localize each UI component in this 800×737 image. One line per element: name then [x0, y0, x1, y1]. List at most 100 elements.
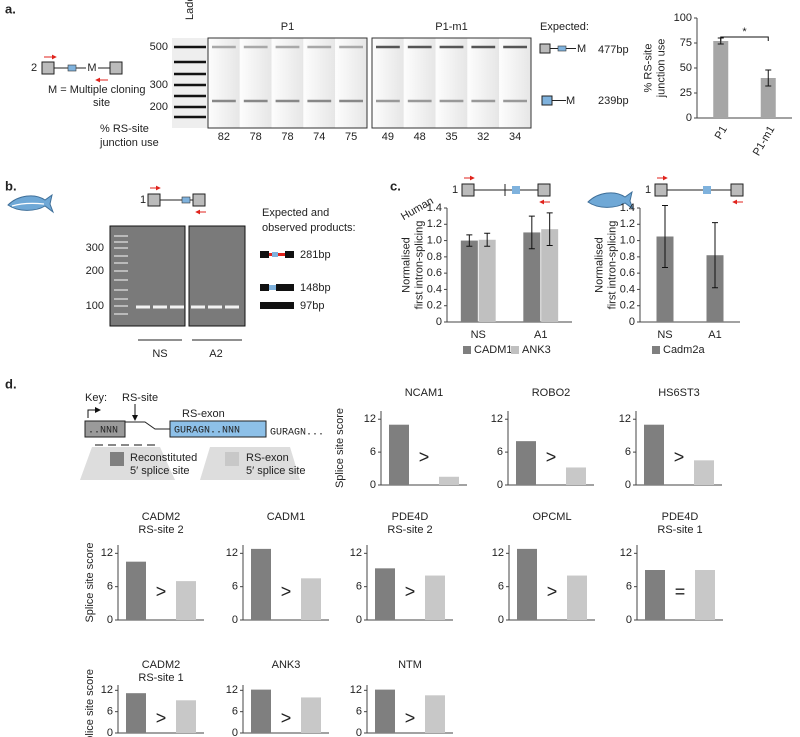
x-tick-label: P1-m1	[751, 124, 778, 158]
gel-lane	[239, 38, 272, 128]
ladder-label: Ladder	[184, 0, 196, 20]
product-m: M	[566, 95, 575, 107]
y-tick-label: 12	[226, 547, 238, 559]
junction-use-value: 49	[382, 131, 394, 143]
product-size: 239bp	[598, 95, 629, 107]
chart-title: RS-site 1	[657, 524, 702, 536]
gel-lane	[335, 38, 367, 128]
y-axis-label: Splice site score	[334, 408, 346, 488]
y-tick-label: 6	[107, 706, 113, 718]
ladder-size: 300	[150, 79, 168, 91]
y-tick-label: 0	[232, 727, 238, 737]
chart-title: CADM2	[142, 659, 181, 671]
y-tick-label: 0.6	[427, 267, 442, 279]
junction-use-value: 35	[445, 131, 457, 143]
bar	[389, 424, 409, 485]
y-tick-label: 0	[370, 479, 376, 491]
chart-title: RS-site 2	[138, 524, 183, 536]
gel-lane	[271, 38, 304, 128]
bar	[694, 460, 714, 485]
chart-title: CADM1	[267, 511, 306, 523]
mcs-note: site	[93, 97, 110, 109]
error-bar	[662, 205, 668, 268]
x-tick-label: NS	[657, 329, 672, 341]
y-axis-label: Splice site score	[84, 669, 96, 737]
bar	[713, 41, 729, 118]
y-tick-label: 12	[491, 413, 503, 425]
y-tick-label: 6	[356, 706, 362, 718]
bar	[695, 570, 715, 620]
bar	[523, 232, 541, 322]
panel-label: b.	[5, 178, 17, 193]
sequence: ..NNN	[88, 426, 118, 437]
y-tick-label: 0	[498, 614, 504, 626]
product-icon	[539, 43, 576, 106]
y-tick-label: 0	[107, 727, 113, 737]
sequence: GURAGN..NNN	[174, 426, 240, 437]
bar	[425, 575, 445, 620]
y-tick-label: 12	[619, 413, 631, 425]
y-tick-label: 0	[497, 479, 503, 491]
gel-frame	[371, 37, 532, 129]
products-title: Expected and	[262, 207, 329, 219]
bar	[656, 236, 674, 322]
panel-label: c.	[390, 178, 401, 193]
mcs-note: M = Multiple cloning	[48, 84, 146, 96]
bar	[439, 476, 459, 485]
chart-title: CADM2	[142, 511, 181, 523]
product-size: 281bp	[300, 249, 331, 261]
comparator: >	[547, 581, 558, 601]
y-tick-label: 0	[356, 614, 362, 626]
gel	[109, 225, 186, 327]
error-bar	[765, 69, 772, 87]
ladder-size: 300	[86, 242, 104, 254]
y-tick-label: 6	[625, 446, 631, 458]
key-diagram	[80, 407, 300, 480]
y-tick-label: 75	[680, 37, 692, 49]
construct-number: 2	[31, 62, 37, 74]
bar	[301, 578, 321, 620]
significance-label: *	[742, 26, 747, 38]
y-tick-label: 0	[232, 614, 238, 626]
bar	[706, 255, 724, 322]
bar	[301, 697, 321, 733]
gel-lane	[499, 38, 531, 128]
products-title: observed products:	[262, 222, 356, 234]
expected-label: Expected:	[540, 21, 589, 33]
chart-title: RS-site 1	[138, 672, 183, 684]
error-bar	[546, 212, 553, 246]
legend-label: Cadm2a	[663, 344, 705, 356]
x-tick-label: A1	[534, 329, 547, 341]
comparator: >	[281, 581, 292, 601]
gel-group-label: P1-m1	[435, 21, 467, 33]
y-tick-label: 12	[101, 547, 113, 559]
chart-title: HS6ST3	[658, 387, 700, 399]
legend-swatch	[511, 346, 519, 354]
product-m: M	[577, 43, 586, 55]
legend-label: Reconstituted	[130, 452, 197, 464]
y-tick-label: 6	[232, 706, 238, 718]
comparator: >	[405, 708, 416, 728]
bar	[566, 467, 586, 485]
group-label: NS	[152, 348, 167, 360]
chart-title: NCAM1	[405, 387, 444, 399]
y-axis-label: junction use	[655, 39, 667, 99]
panel-label: a.	[5, 1, 16, 16]
junction-label: % RS-site	[100, 123, 149, 135]
gel-frame	[207, 37, 368, 129]
bar	[251, 689, 271, 733]
construct-diagram	[461, 175, 744, 205]
y-tick-label: 6	[370, 446, 376, 458]
y-tick-label: 0.8	[620, 251, 635, 263]
y-tick-label: 0	[436, 316, 442, 328]
chart-title: NTM	[398, 659, 422, 671]
chart-title: OPCML	[532, 511, 571, 523]
bar	[375, 689, 395, 733]
junction-use-value: 82	[218, 131, 230, 143]
comparator: >	[405, 581, 416, 601]
legend-label: ANK3	[522, 344, 551, 356]
gel-lane	[372, 38, 404, 128]
y-tick-label: 12	[492, 547, 504, 559]
x-tick-label: P1	[713, 124, 730, 142]
y-tick-label: 12	[364, 413, 376, 425]
